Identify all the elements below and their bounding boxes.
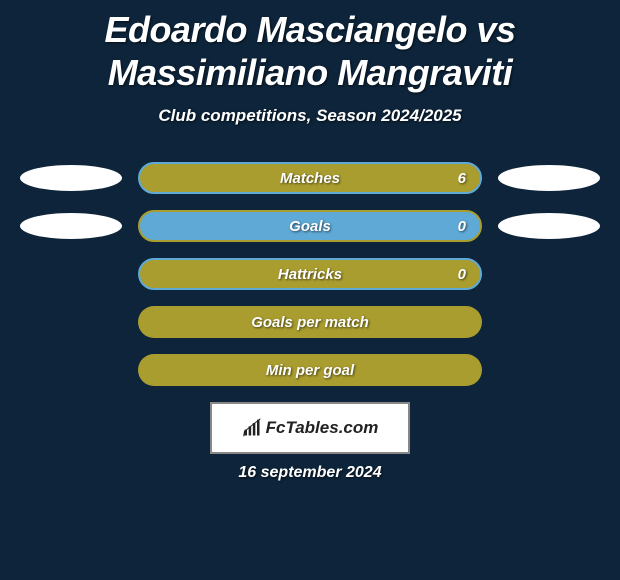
date-label: 16 september 2024 [10,464,610,482]
stat-label: Matches [140,170,480,187]
stat-row: Goals per match [10,306,610,338]
comparison-card: Edoardo Masciangelo vs Massimiliano Mang… [0,0,620,482]
stat-label: Hattricks [140,266,480,283]
page-title: Edoardo Masciangelo vs Massimiliano Mang… [10,0,610,106]
stat-label: Goals per match [138,314,482,331]
badge-text: FcTables.com [266,418,379,438]
stat-value: 0 [458,266,466,283]
stat-bar: Goals per match [138,306,482,338]
left-oval [20,213,122,239]
stat-row: Goals0 [10,210,610,242]
stat-bar: Min per goal [138,354,482,386]
right-oval [498,165,600,191]
stat-value: 0 [458,218,466,235]
stat-label: Goals [140,218,480,235]
stat-row: Matches6 [10,162,610,194]
right-oval [498,213,600,239]
stat-bar: Hattricks0 [138,258,482,290]
stat-label: Min per goal [138,362,482,379]
stat-rows: Matches6Goals0Hattricks0Goals per matchM… [10,162,610,386]
left-oval [20,165,122,191]
source-badge: FcTables.com [210,402,410,454]
stat-row: Hattricks0 [10,258,610,290]
stat-row: Min per goal [10,354,610,386]
bar-chart-icon [242,418,262,438]
stat-value: 6 [458,170,466,187]
subtitle: Club competitions, Season 2024/2025 [10,106,610,126]
stat-bar: Matches6 [138,162,482,194]
stat-bar: Goals0 [138,210,482,242]
